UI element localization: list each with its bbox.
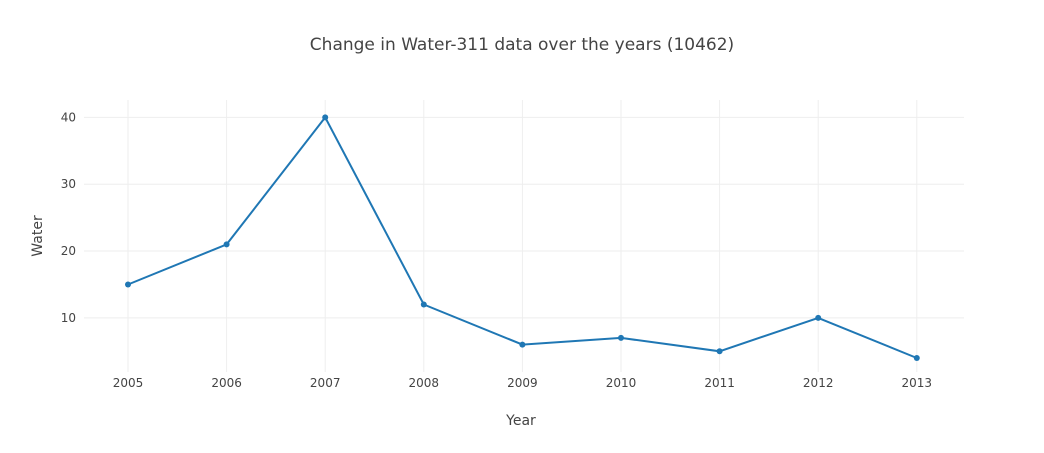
y-tick-label: 10 [61, 311, 76, 325]
y-axis-title: Water [30, 215, 46, 257]
data-point-2007 [322, 114, 329, 121]
data-point-2006 [223, 241, 230, 248]
x-tick-label: 2006 [211, 376, 242, 390]
data-point-2011 [716, 348, 723, 355]
x-tick-label: 2008 [409, 376, 440, 390]
data-point-2010 [618, 334, 624, 341]
x-tick-label: 2007 [310, 376, 341, 390]
data-point-2013 [913, 354, 920, 361]
y-tick-label: 40 [61, 110, 76, 124]
y-gridlines [84, 116, 964, 319]
x-tick-label: 2005 [113, 376, 144, 390]
data-point-2005 [125, 281, 131, 288]
series-points [125, 114, 920, 361]
x-axis-title: Year [505, 413, 536, 429]
y-axis-ticks: 10 20 30 40 [61, 110, 76, 324]
y-tick-label: 20 [61, 244, 76, 258]
x-tick-label: 2010 [606, 376, 637, 390]
x-gridlines [127, 100, 918, 372]
x-tick-label: 2011 [704, 376, 735, 390]
x-tick-label: 2009 [507, 376, 538, 390]
x-tick-label: 2013 [902, 376, 933, 390]
y-tick-label: 30 [61, 177, 76, 191]
chart-title: Change in Water-311 data over the years … [310, 35, 734, 55]
data-point-2008 [420, 301, 427, 308]
x-axis-ticks: 2005 2006 2007 2008 2009 2010 2011 2012 2013 [113, 376, 932, 390]
x-tick-label: 2012 [803, 376, 834, 390]
data-point-2009 [519, 341, 526, 348]
data-point-2012 [815, 314, 822, 321]
